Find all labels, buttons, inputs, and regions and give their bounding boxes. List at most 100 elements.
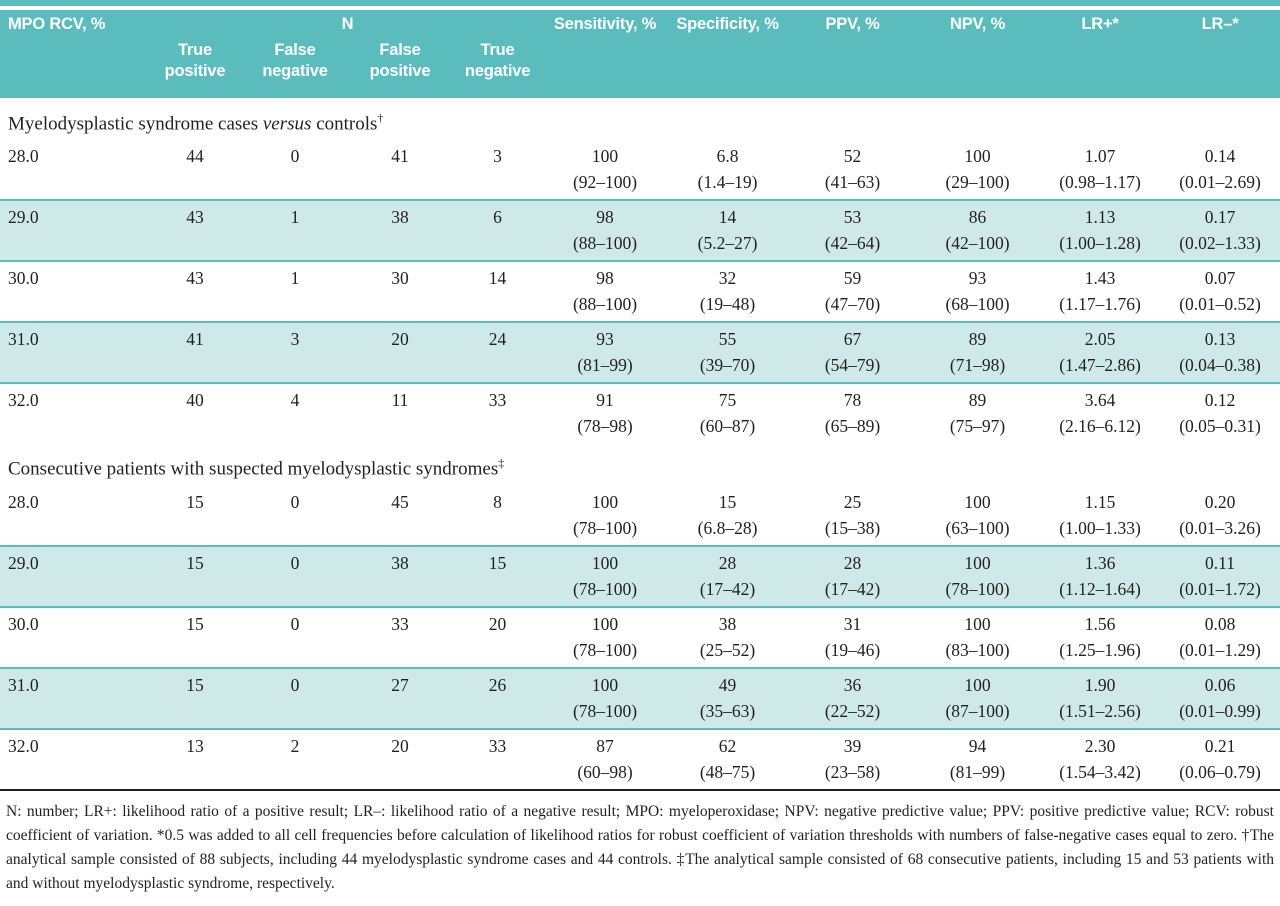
cell-confidence-interval: (75–97) [949, 416, 1006, 437]
cell-confidence-interval: (0.04–0.38) [1179, 355, 1261, 376]
cell-value: 89 [968, 329, 987, 350]
true-positive-cell: 43 [150, 200, 240, 261]
cell-confidence-interval: (60–98) [577, 761, 633, 782]
cell-confidence-interval: (0.01–1.29) [1179, 639, 1261, 660]
true-positive-cell: 43 [150, 261, 240, 322]
true-negative-cell: 20 [450, 607, 545, 668]
cell-value: 44 [186, 146, 204, 167]
cell-value: 43 [186, 268, 204, 289]
specificity-cell: 49 (35–63) [665, 668, 790, 729]
npv-cell: 89 (75–97) [915, 383, 1040, 443]
cell-value: 8 [493, 491, 502, 512]
cell-value: 32.0 [8, 390, 39, 411]
cell-value: 39 [843, 735, 862, 756]
table-row: 28.0 44 0 41 3 100 (92–100) 6.8 (1.4–19) 52 (41–63… [0, 140, 1280, 200]
column-header-lr-negative: LR–* [1160, 10, 1280, 98]
cell-value: 20 [391, 735, 409, 756]
cell-value: 89 [968, 390, 987, 411]
cell-value: 4 [290, 390, 300, 411]
cell-confidence-interval: (41–63) [824, 172, 881, 193]
cell-confidence-interval: (15–38) [824, 517, 881, 538]
cell-value: 100 [591, 491, 619, 512]
npv-cell: 100 (83–100) [915, 607, 1040, 668]
specificity-cell: 14 (5.2–27) [665, 200, 790, 261]
ppv-cell: 53 (42–64) [790, 200, 915, 261]
specificity-cell: 75 (60–87) [665, 383, 790, 443]
false-positive-cell: 38 [350, 546, 450, 607]
false-negative-cell: 0 [240, 546, 350, 607]
false-negative-cell: 1 [240, 200, 350, 261]
column-header-true-negative: True negative [450, 38, 546, 98]
cell-value: 100 [964, 552, 991, 573]
sensitivity-cell: 100 (78–100) [545, 668, 665, 729]
cell-value: 1 [290, 207, 300, 228]
lr-positive-cell: 3.64 (2.16–6.12) [1040, 383, 1160, 443]
cell-confidence-interval: (78–98) [577, 416, 633, 437]
cell-value: 20 [391, 329, 409, 350]
cell-value: 11 [391, 390, 409, 411]
cell-value: 1.43 [1084, 268, 1116, 289]
mpo-rcv-cell: 30.0 [0, 261, 150, 322]
table-row: 28.0 15 0 45 8 100 (78–100) 15 (6.8–28) 25 (15–38)… [0, 486, 1280, 546]
npv-cell: 94 (81–99) [915, 729, 1040, 790]
cell-value: 36 [843, 674, 862, 695]
cell-value: 29.0 [8, 207, 39, 228]
cell-confidence-interval: (88–100) [572, 233, 638, 254]
cell-value: 32.0 [8, 735, 39, 756]
mpo-rcv-cell: 31.0 [0, 322, 150, 383]
lr-negative-cell: 0.11 (0.01–1.72) [1160, 546, 1280, 607]
cell-confidence-interval: (88–100) [572, 294, 638, 315]
cell-value: 15 [718, 491, 737, 512]
true-negative-cell: 33 [450, 383, 545, 443]
cell-value: 67 [843, 329, 862, 350]
lr-negative-cell: 0.14 (0.01–2.69) [1160, 140, 1280, 200]
cell-confidence-interval: (42–100) [945, 233, 1010, 254]
table-body: Myelodysplastic syndrome cases versus co… [0, 98, 1280, 790]
cell-value: 0 [290, 674, 300, 695]
true-positive-cell: 41 [150, 322, 240, 383]
cell-value: 30.0 [8, 613, 39, 634]
cell-value: 100 [591, 146, 619, 167]
false-negative-cell: 3 [240, 322, 350, 383]
cell-value: 100 [591, 674, 619, 695]
lr-negative-cell: 0.21 (0.06–0.79) [1160, 729, 1280, 790]
cell-value: 0 [290, 613, 300, 634]
cell-confidence-interval: (92–100) [572, 172, 638, 193]
cell-value: 100 [964, 146, 991, 167]
cell-value: 14 [488, 268, 507, 289]
cell-confidence-interval: (1.25–1.96) [1059, 639, 1141, 660]
true-positive-cell: 44 [150, 140, 240, 200]
ppv-cell: 67 (54–79) [790, 322, 915, 383]
column-header-false-negative: False negative [240, 38, 350, 98]
cell-confidence-interval: (78–100) [572, 578, 638, 599]
cell-value: 28.0 [8, 146, 39, 167]
lr-positive-cell: 1.15 (1.00–1.33) [1040, 486, 1160, 546]
table-row: 30.0 43 1 30 14 98 (88–100) 32 (19–48) 59 (47–70) 9… [0, 261, 1280, 322]
cell-confidence-interval: (47–70) [824, 294, 881, 315]
cell-value: 31.0 [8, 674, 39, 695]
lr-negative-cell: 0.08 (0.01–1.29) [1160, 607, 1280, 668]
ppv-cell: 31 (19–46) [790, 607, 915, 668]
cell-value: 15 [186, 613, 204, 634]
false-negative-cell: 2 [240, 729, 350, 790]
cell-value: 1 [290, 268, 300, 289]
cell-confidence-interval: (78–100) [572, 639, 638, 660]
lr-negative-cell: 0.06 (0.01–0.99) [1160, 668, 1280, 729]
sensitivity-cell: 98 (88–100) [545, 200, 665, 261]
lr-positive-cell: 1.07 (0.98–1.17) [1040, 140, 1160, 200]
specificity-cell: 32 (19–48) [665, 261, 790, 322]
true-positive-cell: 40 [150, 383, 240, 443]
cell-confidence-interval: (1.51–2.56) [1059, 700, 1141, 721]
cell-confidence-interval: (71–98) [949, 355, 1006, 376]
cell-confidence-interval: (54–79) [824, 355, 881, 376]
cell-value: 0.21 [1204, 735, 1236, 756]
cell-value: 1.56 [1084, 613, 1116, 634]
cell-confidence-interval: (42–64) [824, 233, 881, 254]
section-header-row: Consecutive patients with suspected myel… [0, 443, 1280, 485]
true-positive-cell: 15 [150, 607, 240, 668]
lr-positive-cell: 2.05 (1.47–2.86) [1040, 322, 1160, 383]
false-positive-cell: 11 [350, 383, 450, 443]
cell-value: 0.12 [1204, 390, 1236, 411]
cell-value: 28.0 [8, 491, 39, 512]
